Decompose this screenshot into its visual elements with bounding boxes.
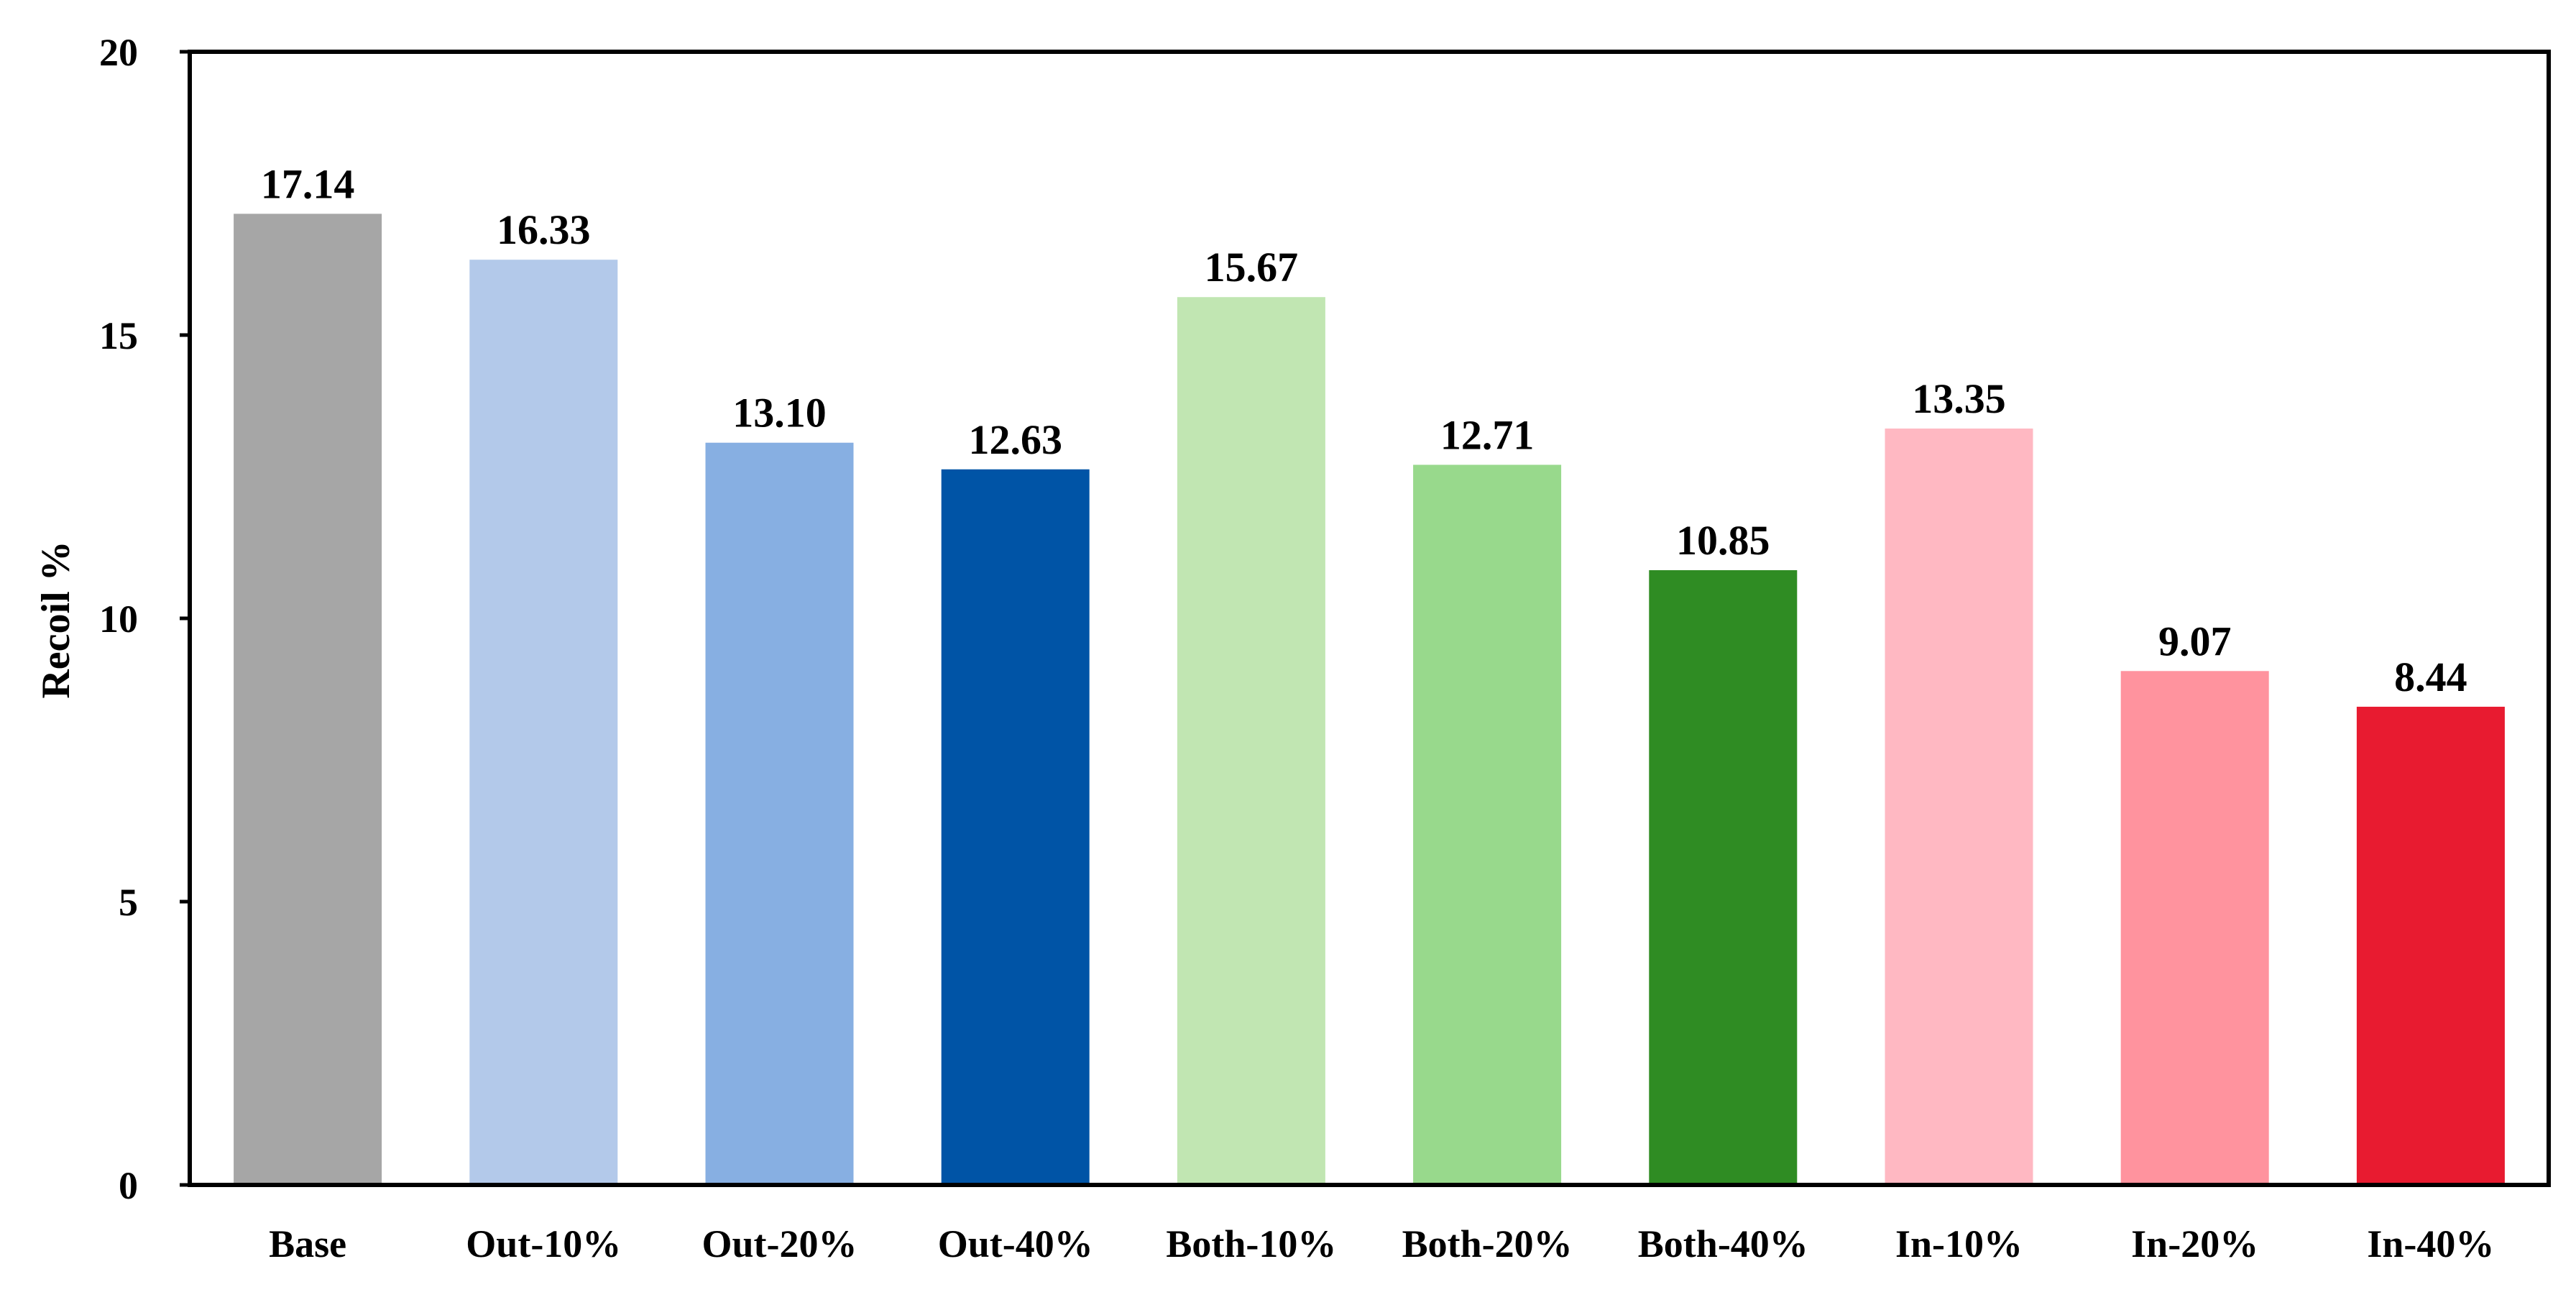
y-tick-label: 0: [119, 1164, 138, 1207]
bar-both-40pct: [1649, 570, 1798, 1185]
bar-in-40pct: [2356, 706, 2505, 1185]
x-tick-label: Both-40%: [1638, 1222, 1808, 1265]
bar-value-label: 9.07: [2158, 618, 2232, 664]
x-tick-label: Both-10%: [1166, 1222, 1336, 1265]
bar-value-label: 15.67: [1205, 244, 1299, 290]
bars: [234, 214, 2505, 1186]
x-axis-tick-labels: Base Out-10% Out-20% Out-40% Both-10% Both-20…: [269, 1222, 2494, 1265]
x-tick-label: Both-20%: [1402, 1222, 1573, 1265]
y-tick-label: 10: [99, 597, 138, 641]
x-tick-label: In-10%: [1895, 1222, 2023, 1265]
y-tick-label: 15: [99, 314, 138, 357]
bar-value-label: 13.10: [732, 390, 827, 436]
bar-value-label: 13.35: [1912, 375, 2006, 422]
bar-in-20pct: [2120, 671, 2269, 1185]
bar-value-label: 10.85: [1676, 517, 1770, 564]
x-tick-label: Out-20%: [702, 1222, 857, 1265]
bar-both-20pct: [1413, 464, 1562, 1185]
y-tick-label: 5: [119, 881, 138, 924]
bar-in-10pct: [1885, 429, 2033, 1185]
bar-value-label: 17.14: [261, 160, 355, 207]
bar-both-10pct: [1177, 297, 1325, 1186]
x-tick-label: Out-10%: [466, 1222, 621, 1265]
bar-base: [234, 214, 382, 1185]
bar-out-40pct: [941, 469, 1090, 1185]
x-tick-label: Out-40%: [938, 1222, 1093, 1265]
plot-area-frame: [188, 50, 2551, 1187]
x-tick-label: In-40%: [2367, 1222, 2494, 1265]
value-labels: 17.14 16.33 13.10 12.63 15.67 12.71 10.85 13.35…: [261, 160, 2467, 700]
bar-value-label: 12.63: [968, 416, 1062, 463]
y-axis-label: Recoil %: [34, 541, 78, 698]
x-tick-label: In-20%: [2131, 1222, 2258, 1265]
bar-value-label: 8.44: [2394, 654, 2467, 700]
bar-value-label: 16.33: [497, 206, 591, 253]
y-axis-ticks: 0 5 10 15 20: [99, 31, 190, 1207]
y-tick-label: 20: [99, 31, 138, 74]
bar-out-20pct: [705, 442, 854, 1185]
x-tick-label: Base: [269, 1222, 346, 1265]
bar-value-label: 12.71: [1440, 411, 1535, 458]
y-axis-label-group: Recoil %: [34, 541, 78, 698]
bar-out-10pct: [469, 260, 618, 1185]
